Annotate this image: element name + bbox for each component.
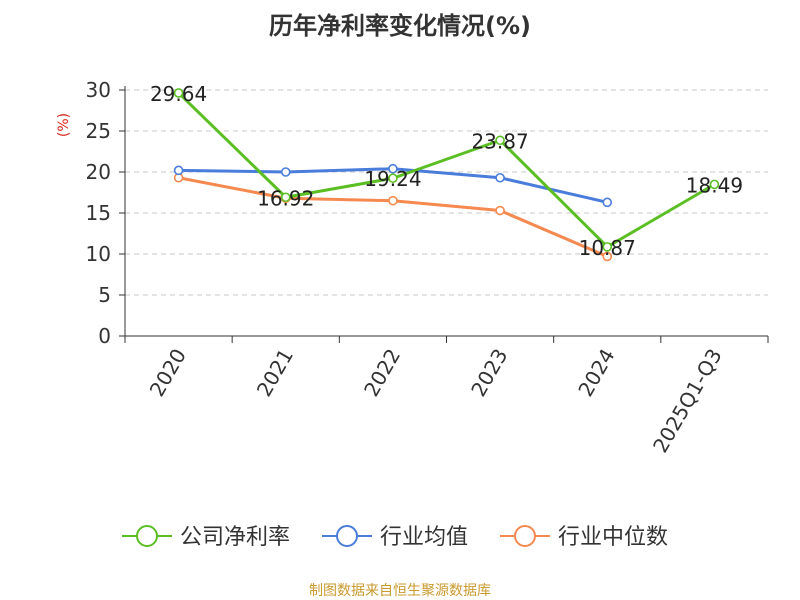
data-label: 23.87 (471, 129, 528, 153)
series-lines (173, 88, 720, 262)
legend: 公司净利率 行业均值 行业中位数 (122, 525, 668, 550)
data-point (495, 135, 505, 146)
legend-marker (336, 525, 358, 547)
chart-title: 历年净利率变化情况(%) (269, 12, 531, 40)
x-tick-label: 2022 (359, 345, 405, 401)
data-point (602, 242, 613, 252)
data-point (388, 173, 398, 184)
data-point (602, 251, 613, 262)
legend-label: 行业均值 (380, 525, 468, 550)
legend-marker (136, 525, 158, 547)
x-tick-label: 2024 (573, 345, 619, 401)
data-point (709, 179, 720, 190)
y-axis-label: (%) (56, 113, 72, 137)
legend-item: 行业均值 (322, 525, 468, 550)
x-tick-label: 2021 (252, 345, 298, 401)
y-tick-label: 5 (98, 283, 111, 307)
data-label: 16.92 (257, 186, 314, 210)
y-tick-label: 20 (86, 160, 111, 184)
y-tick-label: 25 (86, 119, 111, 143)
data-label: 18.49 (686, 173, 743, 197)
x-tick-label: 2025Q1-Q3 (648, 345, 727, 457)
data-label: 10.87 (579, 236, 636, 260)
legend-marker (514, 525, 536, 547)
data-point (388, 163, 398, 174)
data-labels: 29.64 16.92 19.24 23.87 10.87 18.49 (150, 82, 743, 260)
data-point (280, 167, 291, 177)
legend-item: 公司净利率 (122, 525, 290, 550)
legend-label: 公司净利率 (180, 525, 290, 550)
legend-label: 行业中位数 (558, 525, 668, 550)
x-tick-label: 2023 (466, 345, 512, 401)
data-point (388, 195, 398, 206)
data-point (602, 197, 613, 208)
data-point (495, 205, 505, 216)
legend-item: 行业中位数 (500, 525, 668, 550)
y-tick-label: 10 (86, 242, 111, 266)
y-tick-label: 15 (86, 201, 111, 225)
data-point (173, 165, 184, 176)
x-tick-label: 2020 (145, 345, 191, 401)
grid-lines (125, 89, 768, 296)
data-point (173, 88, 184, 98)
data-point (495, 172, 505, 183)
y-tick-label: 30 (86, 78, 111, 102)
source-note: 制图数据来自恒生聚源数据库 (309, 583, 491, 599)
data-label: 19.24 (364, 167, 421, 191)
series-line (177, 91, 716, 249)
y-tick-label: 0 (98, 324, 111, 348)
axes: 0 5 10 15 20 25 30 (%) 2020 2021 2022 2023 2024 2025Q… (56, 78, 769, 457)
data-point (280, 192, 291, 203)
data-label: 29.64 (150, 82, 207, 106)
